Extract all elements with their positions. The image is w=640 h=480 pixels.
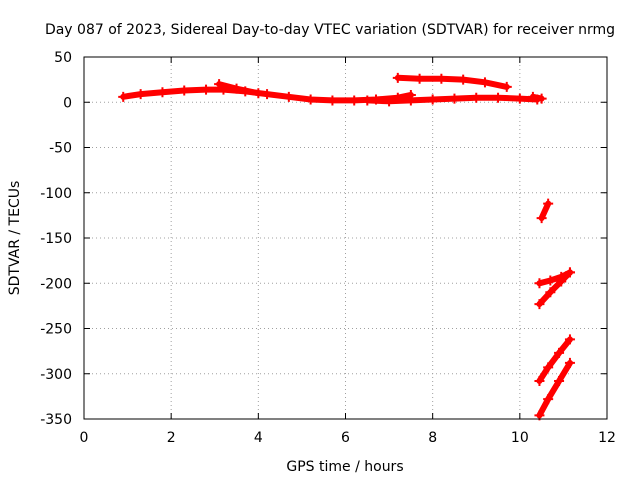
data-point: [564, 357, 575, 368]
data-point: [534, 375, 545, 386]
data-point: [179, 85, 190, 96]
data-point: [427, 94, 438, 105]
x-tick-label: 10: [511, 430, 529, 446]
y-tick-label: -200: [40, 276, 72, 292]
data-point: [556, 271, 567, 282]
data-series-track-4: [392, 72, 512, 92]
data-series-track-2: [214, 79, 264, 99]
data-series-track-8: [534, 267, 575, 289]
ticks: 0 2 4 6 8 10 12 50 0 -50 -100 -150 -200 -250 -300 -350: [40, 50, 616, 446]
data-point: [501, 81, 512, 92]
y-tick-label: 50: [54, 50, 72, 66]
data-series-track-10: [534, 357, 575, 421]
series-line: [536, 359, 573, 419]
data-series-track-3: [362, 92, 543, 107]
x-tick-label: 8: [428, 430, 437, 446]
series-line: [536, 336, 573, 384]
x-tick-label: 12: [598, 430, 616, 446]
y-tick-label: -250: [40, 322, 72, 338]
data-point: [449, 93, 460, 104]
y-axis-label: SDTVAR / TECUs: [7, 181, 23, 296]
data-point: [564, 334, 575, 345]
series-line: [536, 269, 573, 287]
data-series-track-6: [536, 198, 554, 224]
data-point: [201, 84, 212, 95]
data-point: [349, 95, 360, 106]
data-point: [479, 77, 490, 88]
data-point: [543, 394, 554, 405]
data-point: [534, 278, 545, 289]
data-point: [471, 92, 482, 103]
x-tick-label: 6: [341, 430, 350, 446]
x-tick-label: 2: [167, 430, 176, 446]
data-point: [253, 88, 264, 99]
data-point: [564, 267, 575, 278]
data-point: [527, 91, 538, 102]
y-tick-label: -100: [40, 186, 72, 202]
x-tick-label: 0: [80, 430, 89, 446]
y-tick-label: 0: [63, 95, 72, 111]
data-point: [118, 91, 129, 102]
series-line: [538, 200, 552, 222]
x-tick-label: 4: [254, 430, 263, 446]
data-point: [405, 95, 416, 106]
data-point: [543, 198, 554, 209]
data-point: [214, 79, 225, 90]
data-point: [283, 91, 294, 102]
data-series-track-9: [534, 334, 575, 386]
data-point: [262, 89, 273, 100]
data-point: [384, 96, 395, 107]
data-point: [231, 83, 242, 94]
grid: [84, 57, 607, 419]
data-point: [458, 74, 469, 85]
data-point: [414, 73, 425, 84]
data-point: [362, 95, 373, 106]
data-point: [536, 93, 547, 104]
y-tick-label: -50: [49, 141, 72, 157]
data-layer: [118, 72, 575, 421]
data-point: [327, 95, 338, 106]
data-point: [436, 73, 447, 84]
data-point: [514, 93, 525, 104]
data-point: [543, 362, 554, 373]
data-series-track-5: [527, 91, 547, 104]
series-line: [394, 74, 510, 90]
data-point: [157, 87, 168, 98]
data-point: [554, 375, 565, 386]
data-point: [305, 94, 316, 105]
data-point: [534, 299, 545, 310]
y-tick-label: -150: [40, 231, 72, 247]
data-point: [493, 92, 504, 103]
data-point: [545, 275, 556, 286]
data-point: [545, 287, 556, 298]
chart-title: Day 087 of 2023, Sidereal Day-to-day VTE…: [45, 22, 615, 38]
y-tick-label: -350: [40, 412, 72, 428]
data-point: [135, 89, 146, 100]
data-point: [392, 72, 403, 83]
data-point: [554, 347, 565, 358]
y-tick-label: -300: [40, 367, 72, 383]
data-point: [536, 213, 547, 224]
x-axis-label: GPS time / hours: [286, 459, 403, 475]
